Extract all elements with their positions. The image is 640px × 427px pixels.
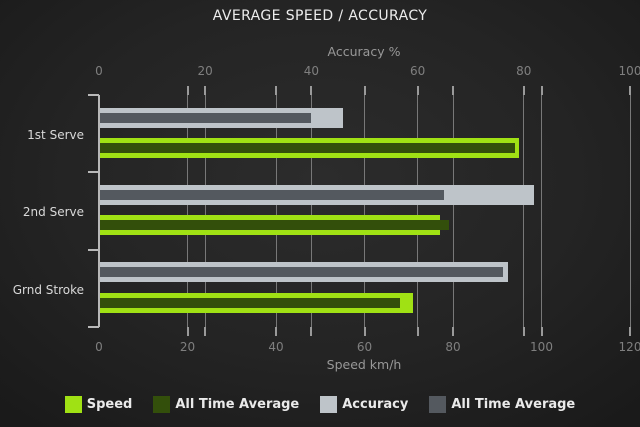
- tick-top-top-20: [204, 86, 207, 95]
- tick-label-accuracy-0: 0: [95, 64, 103, 78]
- speed-avg-bar-2nd-serve: [99, 220, 449, 231]
- accuracy-avg-bar-2nd-serve: [99, 189, 445, 200]
- legend-swatch-0-speed: [64, 396, 82, 413]
- tick-label-accuracy-40: 40: [303, 64, 320, 78]
- legend-label-2-accuracy: Accuracy: [342, 397, 409, 412]
- tick-label-speed-80: 80: [445, 340, 461, 354]
- tick-label-accuracy-20: 20: [197, 64, 213, 78]
- tick-bottom-bottom-100: [540, 327, 543, 336]
- tick-bottom-bottom-40: [275, 327, 277, 336]
- gridline-bottom-80: [452, 95, 454, 327]
- legend-item-2-accuracy: Accuracy: [320, 396, 408, 413]
- category-label-2nd-serve: 2nd Serve: [22, 205, 84, 220]
- tick-label-speed-60: 60: [356, 340, 373, 354]
- tick-label-speed-20: 20: [179, 340, 196, 354]
- tick-label-accuracy-60: 60: [409, 64, 426, 78]
- gridline-top-40: [310, 95, 312, 327]
- gridline-bottom-60: [364, 95, 365, 327]
- tick-top-bottom-60: [363, 86, 366, 95]
- gridline-top-60: [417, 95, 419, 327]
- legend-swatch-1-all-time-average: [153, 396, 171, 413]
- tick-top-top-80: [522, 86, 525, 95]
- tick-top-bottom-120: [629, 86, 631, 95]
- tick-label-accuracy-80: 80: [516, 64, 532, 78]
- legend-label-1-all-time-average: All Time Average: [175, 397, 300, 412]
- gridline-bottom-20: [187, 95, 188, 327]
- tick-label-accuracy-100: 100: [618, 64, 640, 78]
- gridline-bottom-40: [275, 95, 277, 327]
- page-title: AVERAGE SPEED / ACCURACY: [212, 8, 428, 24]
- y-axis-cap-2: [88, 248, 99, 251]
- gridline-bottom-100: [541, 95, 542, 327]
- legend-label-0-speed: Speed: [86, 397, 133, 412]
- accuracy-avg-bar-grnd-stroke: [99, 267, 503, 278]
- speed-avg-bar-1st-serve: [99, 143, 515, 153]
- tick-top-bottom-80: [452, 86, 454, 95]
- tick-bottom-bottom-60: [363, 327, 366, 336]
- y-axis-line: [98, 95, 100, 327]
- tick-bottom-bottom-20: [186, 327, 189, 336]
- y-axis-cap-0: [88, 94, 99, 96]
- tick-top-top-60: [416, 86, 419, 95]
- legend-item-1-all-time-average: All Time Average: [153, 396, 299, 413]
- tick-top-bottom-100: [540, 86, 543, 95]
- tick-label-speed-0: 0: [95, 340, 103, 354]
- legend-swatch-2-accuracy: [320, 396, 338, 413]
- tick-label-speed-40: 40: [268, 340, 284, 354]
- legend-swatch-3-all-time-average: [429, 396, 447, 413]
- category-label-1st-serve: 1st Serve: [27, 128, 84, 142]
- legend: Speed All Time Average Accuracy All Time Av…: [0, 396, 640, 413]
- gridline-top-80: [523, 95, 525, 327]
- y-axis-cap-1: [88, 171, 99, 174]
- tick-top-top-40: [310, 86, 313, 95]
- accuracy-avg-bar-1st-serve: [99, 112, 312, 123]
- tick-bottom-bottom-80: [452, 327, 454, 336]
- tick-top-bottom-40: [275, 86, 277, 95]
- y-axis-cap-3: [88, 326, 99, 328]
- legend-label-3-all-time-average: All Time Average: [451, 397, 576, 412]
- bottom-axis-title: Speed km/h: [326, 357, 402, 372]
- legend-item-3-all-time-average: All Time Average: [429, 396, 575, 413]
- tick-bottom-top-40: [310, 327, 313, 336]
- gridline-bottom-120: [629, 95, 631, 327]
- tick-top-bottom-20: [186, 86, 189, 95]
- speed-avg-bar-grnd-stroke: [99, 297, 400, 308]
- tick-bottom-top-20: [204, 327, 207, 336]
- tick-label-speed-100: 100: [530, 340, 553, 354]
- tick-bottom-top-60: [416, 327, 419, 336]
- tick-bottom-bottom-120: [629, 327, 631, 336]
- category-label-grnd-stroke: Grnd Stroke: [12, 282, 84, 297]
- top-axis-title: Accuracy %: [327, 44, 401, 59]
- tick-bottom-top-80: [522, 327, 525, 336]
- gridline-top-20: [204, 95, 206, 327]
- tick-label-speed-120: 120: [618, 340, 640, 354]
- legend-item-0-speed: Speed: [64, 396, 133, 413]
